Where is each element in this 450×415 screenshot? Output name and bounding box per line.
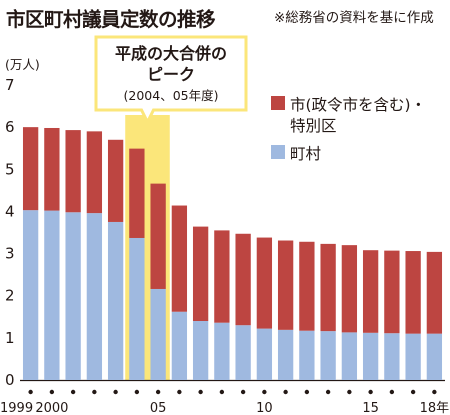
- source-note: ※総務省の資料を基に作成: [274, 10, 434, 26]
- bar-city-2010: [256, 237, 273, 329]
- x-tick-dot: [113, 389, 118, 395]
- x-tick-dot: [304, 389, 310, 395]
- bar-city-2005: [150, 183, 166, 289]
- bar-town-village-2003: [107, 221, 124, 380]
- bar-city-2009: [235, 233, 251, 326]
- bar-city-2008: [214, 230, 230, 323]
- chart-title: 市区町村議員定数の推移: [6, 8, 216, 31]
- x-tick-dot: [70, 389, 76, 395]
- bar-town-village-2001: [65, 212, 81, 380]
- x-tick-dot: [134, 389, 140, 395]
- x-tick-dot: [325, 389, 331, 395]
- bar-city-2007: [192, 226, 209, 321]
- annotation-title-line1: 平成の大合併の: [115, 44, 227, 63]
- bar-town-village-2010: [256, 328, 273, 380]
- bar-town-village-2016: [384, 333, 400, 380]
- legend-swatch: [271, 96, 285, 110]
- bar-city-2018: [426, 251, 443, 334]
- y-tick-label: 1: [5, 329, 15, 347]
- y-tick-label: 2: [5, 287, 15, 305]
- bar-town-village-2017: [405, 333, 421, 380]
- x-tick-dot: [432, 389, 437, 395]
- x-tick-dot: [28, 389, 33, 395]
- y-tick-label: 7: [5, 76, 15, 94]
- x-tick-dot: [240, 389, 246, 395]
- x-tick-dot: [198, 389, 203, 395]
- y-tick-label: 0: [5, 371, 15, 389]
- bar-town-village-2007: [192, 321, 209, 380]
- y-tick-label: 5: [5, 160, 15, 178]
- bar-city-2011: [277, 240, 294, 330]
- bar-city-2003: [107, 139, 124, 222]
- y-tick-label: 3: [5, 245, 15, 263]
- bar-city-2015: [362, 250, 379, 333]
- annotation-subtitle: (2004、05年度): [124, 88, 219, 103]
- y-unit-label: (万人): [5, 57, 40, 72]
- x-tick-label: 10: [256, 401, 273, 415]
- bar-town-village-2000: [44, 210, 60, 380]
- bar-town-village-2011: [277, 329, 294, 380]
- bar-town-village-2005: [150, 288, 166, 380]
- bar-town-village-1999: [22, 210, 39, 380]
- x-tick-dot: [389, 389, 395, 395]
- bar-city-1999: [22, 127, 39, 211]
- bar-city-2012: [299, 241, 315, 331]
- x-tick-dot: [410, 389, 416, 395]
- annotation-title-line2: ピーク: [147, 65, 195, 84]
- bar-town-village-2002: [86, 213, 103, 380]
- x-tick-label: 05: [150, 401, 167, 415]
- bar-town-village-2013: [320, 331, 336, 380]
- legend-swatch: [271, 145, 285, 159]
- x-tick-label: 1999: [0, 401, 33, 415]
- x-tick-dot: [177, 389, 182, 395]
- x-tick-dot: [155, 389, 161, 395]
- x-tick-dot: [262, 389, 267, 395]
- x-tick-label: 18年: [420, 401, 450, 415]
- x-tick-label: 2000: [35, 401, 68, 415]
- bar-city-2014: [341, 245, 358, 333]
- bar-town-village-2008: [214, 322, 230, 380]
- bar-city-2013: [320, 243, 336, 332]
- bar-city-2004: [129, 148, 145, 238]
- x-tick-dot: [219, 389, 225, 395]
- bar-town-village-2009: [235, 325, 251, 380]
- bar-town-village-2014: [341, 332, 358, 380]
- bar-town-village-2006: [171, 311, 188, 380]
- y-tick-label: 6: [5, 118, 15, 136]
- y-tick-label: 4: [5, 202, 15, 220]
- legend-label-city-line2: 特別区: [290, 117, 337, 135]
- x-tick-dot: [283, 389, 288, 395]
- bar-city-2000: [44, 127, 60, 211]
- bar-city-2017: [405, 251, 421, 334]
- legend-label-city-line1: 市(政令市を含む)・: [290, 96, 426, 114]
- bar-city-2006: [171, 205, 188, 312]
- x-tick-label: 15: [362, 401, 379, 415]
- bar-town-village-2012: [299, 330, 315, 380]
- x-tick-dot: [49, 389, 55, 395]
- x-tick-dot: [92, 389, 97, 395]
- annotation-callout: [94, 35, 248, 126]
- x-tick-dot: [368, 389, 373, 395]
- bar-town-village-2018: [426, 333, 443, 380]
- bar-town-village-2004: [129, 237, 145, 380]
- legend-label-town-village: 町村: [290, 145, 321, 163]
- bar-town-village-2015: [362, 332, 379, 380]
- bar-city-2002: [86, 131, 103, 214]
- x-tick-dot: [347, 389, 352, 395]
- bar-city-2016: [384, 250, 400, 334]
- bar-city-2001: [65, 130, 81, 213]
